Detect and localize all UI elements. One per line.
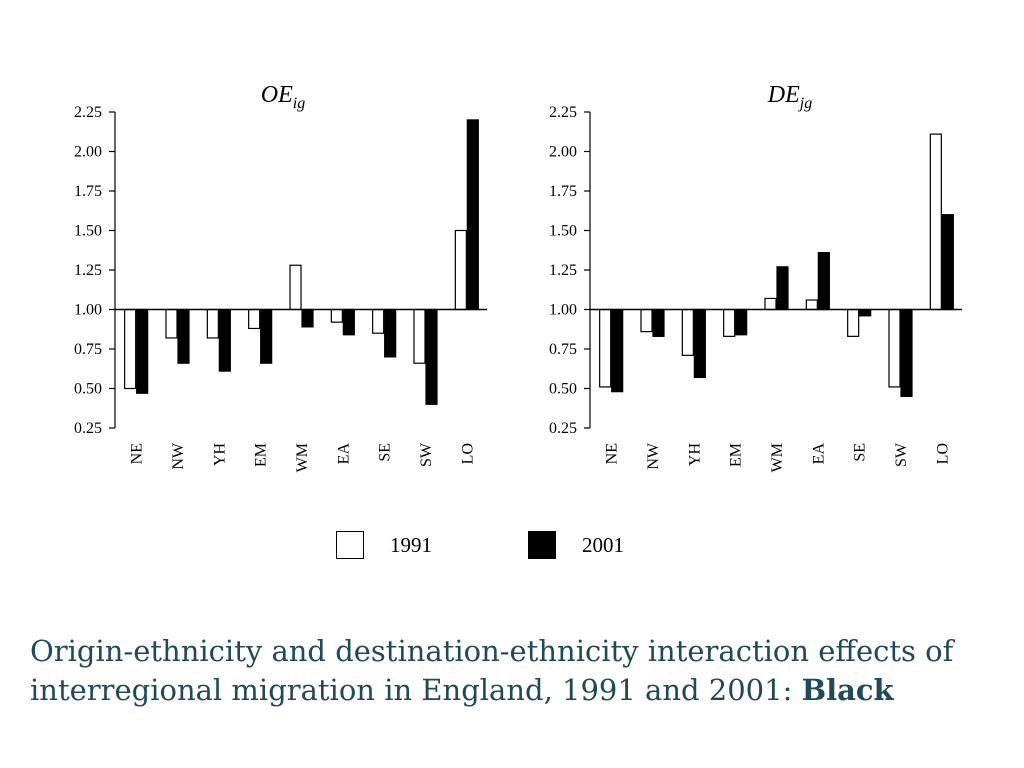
bar-1991-em — [248, 308, 261, 330]
y-tick-label: 0.25 — [74, 420, 102, 437]
y-tick-label: 2.00 — [549, 144, 577, 161]
bar-1991-ea — [330, 308, 343, 323]
x-tick-label-sw: SW — [893, 442, 910, 467]
x-tick-label-wm: WM — [769, 443, 786, 472]
chart-title-subscript: ig — [293, 95, 305, 112]
bar-1991-wm — [764, 297, 777, 311]
y-tick-label: 1.00 — [74, 302, 102, 319]
y-tick-label: 0.50 — [549, 381, 577, 398]
y-tick-label: 0.75 — [549, 341, 577, 358]
y-tick-label: 1.00 — [549, 302, 577, 319]
caption-text: Origin-ethnicity and destination-ethnici… — [30, 634, 954, 707]
x-tick-label-sw: SW — [418, 442, 435, 467]
bar-1991-wm — [289, 264, 302, 311]
y-tick-label: 2.00 — [74, 144, 102, 161]
x-tick-label-em: EM — [253, 443, 270, 467]
bar-2001-em — [260, 308, 273, 364]
legend-item-2001: 2001 — [528, 530, 624, 560]
bar-2001-ne — [136, 308, 149, 394]
bar-2001-lo — [941, 214, 954, 311]
bar-1991-em — [723, 308, 736, 337]
bar-1991-lo — [929, 133, 942, 311]
bar-1991-nw — [165, 308, 178, 339]
bar-2001-yh — [693, 308, 706, 379]
x-tick-label-nw: NW — [645, 442, 662, 470]
x-tick-label-em: EM — [728, 443, 745, 467]
y-tick-label: 1.50 — [549, 223, 577, 240]
bar-2001-sw — [425, 308, 438, 405]
bar-2001-nw — [177, 308, 190, 364]
x-tick-label-yh: YH — [686, 443, 703, 467]
bar-2001-wm — [776, 266, 789, 311]
chart-panel-2: DEjg 2.25 2.00 1.75 1.50 1.25 1.00 0.75 0.50 0.25… — [549, 82, 962, 472]
y-tick-label: 1.75 — [549, 183, 577, 200]
bar-1991-sw — [413, 308, 426, 364]
bar-2001-em — [735, 308, 748, 336]
chart-title-main: OE — [261, 82, 293, 108]
x-tick-label-ea: EA — [810, 443, 827, 465]
bar-2001-nw — [652, 308, 665, 337]
legend-label-1991: 1991 — [390, 532, 432, 557]
chart-title-main: DE — [767, 82, 800, 108]
y-tick-label: 0.50 — [74, 381, 102, 398]
y-tick-label: 1.75 — [74, 183, 102, 200]
x-tick-label-ne: NE — [604, 443, 621, 464]
y-tick-label: 1.25 — [74, 262, 102, 279]
x-tick-label-se: SE — [377, 443, 394, 462]
bar-1991-lo — [454, 229, 467, 311]
chart-title-subscript: jg — [798, 95, 812, 112]
bar-2001-yh — [218, 308, 231, 372]
bar-1991-ne — [599, 308, 612, 388]
x-tick-label-se: SE — [852, 443, 869, 462]
chart-title: OEig — [261, 82, 305, 112]
y-tick-label: 2.25 — [549, 104, 577, 121]
legend-label-2001: 2001 — [582, 532, 624, 557]
chart-title: DEjg — [767, 82, 812, 112]
x-tick-label-lo: LO — [934, 443, 951, 464]
bar-2001-ne — [611, 308, 624, 393]
y-tick-label: 1.50 — [74, 223, 102, 240]
bar-1991-sw — [888, 308, 901, 388]
bar-2001-wm — [301, 308, 314, 328]
bar-1991-ne — [124, 308, 137, 390]
charts-canvas: OEig 2.25 2.00 1.75 1.50 1.25 1.00 0.75 0.50 0.25… — [74, 82, 962, 472]
y-tick-label: 2.25 — [74, 104, 102, 121]
legend-item-1991: 1991 — [336, 530, 432, 560]
legend-swatch-2001 — [528, 531, 556, 559]
caption-bold: Black — [801, 673, 894, 707]
y-tick-label: 1.25 — [549, 262, 577, 279]
bar-1991-se — [372, 308, 385, 334]
x-tick-label-wm: WM — [294, 443, 311, 472]
x-tick-label-yh: YH — [211, 443, 228, 467]
bar-1991-se — [847, 308, 860, 337]
bar-1991-ea — [805, 299, 818, 311]
x-tick-label-nw: NW — [170, 442, 187, 470]
bar-1991-yh — [206, 308, 219, 339]
bar-2001-ea — [817, 252, 830, 311]
x-tick-label-lo: LO — [459, 443, 476, 464]
bar-2001-se — [859, 308, 872, 317]
caption: Origin-ethnicity and destination-ethnici… — [30, 632, 990, 710]
legend-swatch-1991 — [336, 531, 364, 559]
bar-1991-yh — [681, 308, 694, 356]
y-tick-label: 0.25 — [549, 420, 577, 437]
bar-2001-se — [384, 308, 397, 358]
bar-2001-sw — [900, 308, 913, 398]
bar-2001-lo — [466, 119, 479, 311]
x-tick-label-ea: EA — [335, 443, 352, 465]
bar-2001-ea — [342, 308, 355, 336]
y-tick-label: 0.75 — [74, 341, 102, 358]
chart-panel-1: OEig 2.25 2.00 1.75 1.50 1.25 1.00 0.75 0.50 0.25… — [74, 82, 487, 472]
bar-1991-nw — [640, 308, 653, 333]
x-tick-label-ne: NE — [129, 443, 146, 464]
